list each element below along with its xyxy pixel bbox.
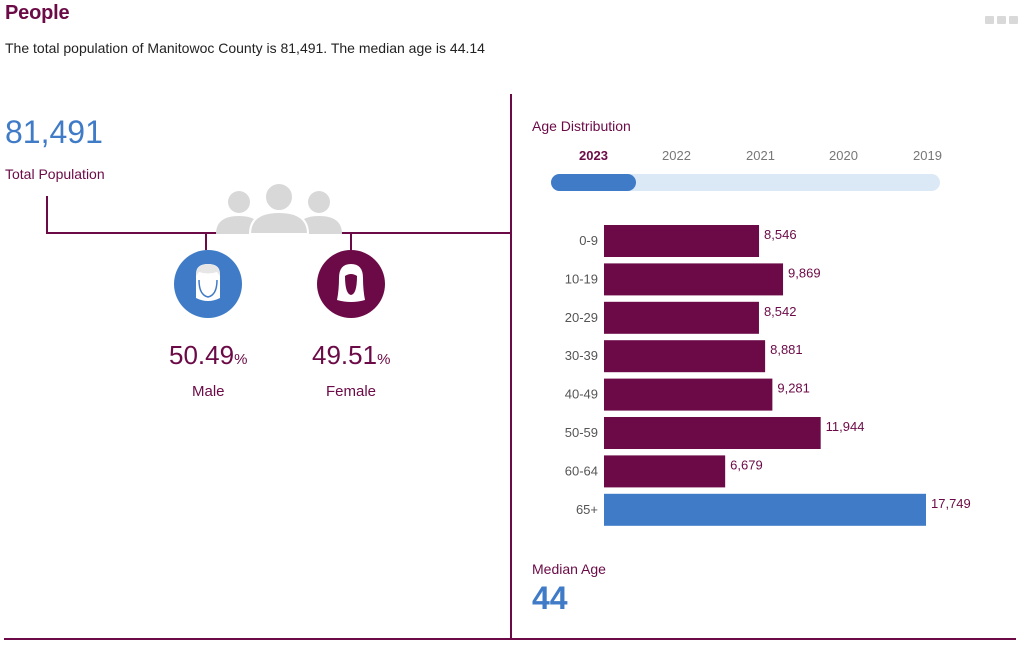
male-percentage-value: 50.49 — [169, 340, 235, 370]
age-bar-value-label: 17,749 — [931, 496, 971, 511]
age-category-label: 65+ — [576, 502, 598, 517]
median-age-label: Median Age — [532, 561, 606, 577]
connector-line — [205, 232, 207, 250]
percent-sign: % — [377, 351, 391, 368]
more-dots-icon[interactable] — [985, 16, 1019, 26]
people-group-icon — [216, 182, 342, 234]
age-category-label: 50-59 — [565, 425, 598, 440]
female-percentage-value: 49.51 — [312, 340, 378, 370]
panel-divider — [510, 94, 512, 639]
year-tab-2023[interactable]: 2023 — [579, 148, 608, 163]
female-label: Female — [326, 383, 377, 400]
dot — [985, 16, 994, 24]
age-category-label: 60-64 — [565, 463, 598, 478]
age-bar-value-label: 8,546 — [764, 227, 797, 242]
age-bar-value-label: 8,542 — [764, 304, 797, 319]
age-category-label: 0-9 — [579, 233, 598, 248]
age-category-label: 30-39 — [565, 348, 598, 363]
age-category-label: 10-19 — [565, 271, 598, 286]
connector-line — [46, 196, 48, 234]
age-bar[interactable] — [604, 417, 821, 449]
age-bar-value-label: 8,881 — [770, 342, 803, 357]
age-distribution-title: Age Distribution — [532, 118, 631, 134]
age-bar[interactable] — [604, 493, 926, 526]
year-tab-2020[interactable]: 2020 — [829, 148, 858, 163]
year-tab-2021[interactable]: 2021 — [746, 148, 775, 163]
percent-sign: % — [234, 351, 248, 368]
dot — [997, 16, 1006, 24]
age-bar-value-label: 11,944 — [826, 419, 865, 434]
age-category-label: 40-49 — [565, 387, 598, 402]
age-bar[interactable] — [604, 455, 726, 488]
age-bar[interactable] — [604, 225, 760, 257]
population-summary: The total population of Manitowoc County… — [5, 40, 485, 56]
male-avatar — [174, 250, 242, 318]
connector-line — [350, 232, 352, 250]
age-bar[interactable] — [604, 340, 766, 373]
year-tab-2019[interactable]: 2019 — [913, 148, 942, 163]
year-slider-handle[interactable] — [551, 174, 637, 191]
age-bar[interactable] — [604, 301, 759, 334]
age-bar[interactable] — [604, 263, 784, 296]
female-person-icon — [337, 264, 365, 302]
age-category-label: 20-29 — [565, 310, 598, 325]
female-avatar — [317, 250, 385, 318]
year-slider[interactable] — [551, 174, 940, 191]
age-bar-value-label: 6,679 — [730, 457, 763, 472]
male-person-icon — [196, 264, 220, 301]
age-bar[interactable] — [604, 378, 773, 411]
bottom-divider — [4, 638, 1016, 640]
age-bar-value-label: 9,869 — [788, 265, 821, 280]
page-title: People — [5, 2, 70, 24]
male-label: Male — [192, 383, 225, 400]
female-percentage: 49.51% — [312, 340, 390, 371]
year-tabs: 2023 2022 2021 2020 2019 — [552, 148, 942, 168]
male-percentage: 50.49% — [169, 340, 247, 371]
total-population-label: Total Population — [5, 166, 105, 182]
age-bar-value-label: 9,281 — [777, 381, 810, 396]
total-population-value: 81,491 — [5, 114, 103, 150]
year-tab-2022[interactable]: 2022 — [662, 148, 691, 163]
age-distribution-chart: 0-9 8,546 10-19 9,869 20-29 8,542 30-39 8,881 40… — [565, 225, 971, 526]
dot — [1009, 16, 1018, 24]
median-age-value: 44 — [532, 580, 568, 616]
